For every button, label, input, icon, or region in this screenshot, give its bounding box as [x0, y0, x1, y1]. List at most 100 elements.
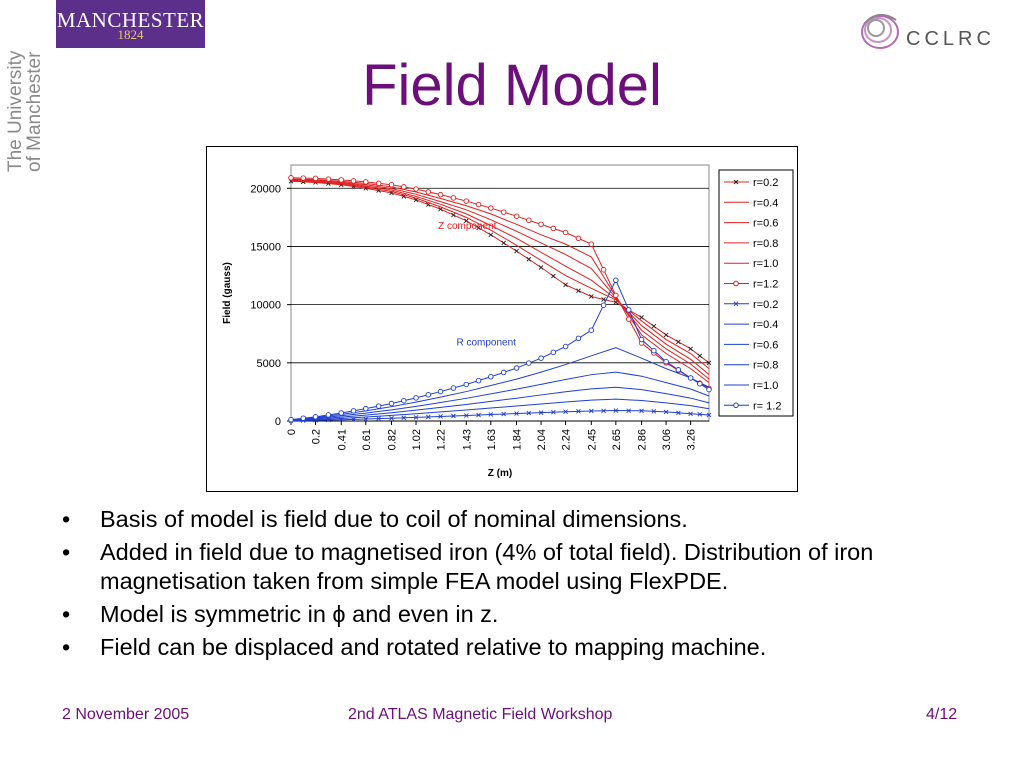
data-point: [526, 360, 532, 366]
data-point: [476, 225, 481, 231]
y-tick-label: 0: [275, 416, 281, 428]
cclrc-logo-text: CCLRC: [906, 28, 995, 50]
data-point: [651, 409, 657, 414]
bullet-item: • Added in field due to magnetised iron (…: [62, 538, 982, 596]
data-point: [562, 343, 569, 350]
data-point: [401, 397, 407, 404]
data-point: [538, 221, 544, 228]
data-point: [675, 367, 682, 373]
bullet-item: • Basis of model is field due to coil of …: [62, 505, 982, 534]
series-line: [290, 179, 710, 375]
data-point: [625, 316, 632, 322]
x-tick-label: 2.86: [637, 429, 649, 450]
legend-marker: [733, 280, 739, 287]
field-chart-svg: 0 5000 10000 15000 20000 0 0.2 0.41 0.61 0.82 1.02…: [222, 164, 794, 479]
data-point: [600, 302, 607, 308]
footer-page-number: 4/12: [926, 706, 958, 723]
bullet-mark: •: [62, 634, 71, 660]
bullet-list: • Basis of model is field due to coil of …: [62, 505, 982, 666]
x-tick-label: 1.63: [486, 429, 498, 450]
data-point: [363, 179, 369, 185]
data-point: [706, 386, 712, 393]
data-point: [526, 217, 532, 224]
data-point: [450, 385, 457, 391]
data-point: [697, 381, 703, 387]
legend-label: r=0.2: [753, 177, 778, 189]
data-point: [475, 377, 482, 384]
data-point: [589, 408, 594, 414]
data-point: [338, 410, 345, 416]
manchester-logo-name: MANCHESTER: [56, 8, 205, 32]
legend-label: r=0.6: [753, 218, 778, 230]
x-tick-label: 3.06: [661, 429, 673, 450]
data-point: [501, 411, 506, 417]
cclrc-swirl-icon: [861, 13, 899, 49]
bullet-text: Added in field due to magnetised iron (4…: [100, 539, 874, 594]
data-point: [563, 282, 568, 288]
data-point: [575, 235, 582, 242]
legend-marker: [733, 179, 739, 185]
data-point: [676, 339, 681, 345]
data-point: [488, 412, 494, 417]
data-point: [338, 177, 345, 183]
data-point: [300, 415, 307, 421]
footer-date: 2 November 2005: [62, 706, 190, 723]
data-point: [538, 410, 544, 415]
plot-area: [290, 164, 710, 422]
data-point: [463, 198, 470, 204]
cclrc-logo: CCLRC: [858, 6, 1008, 56]
data-point: [626, 408, 632, 413]
data-point: [350, 178, 357, 184]
data-point: [389, 415, 394, 421]
bullet-mark: •: [62, 601, 71, 627]
y-tick-label: 15000: [250, 241, 281, 253]
data-point: [463, 381, 470, 388]
data-point: [697, 412, 703, 417]
data-point: [687, 375, 694, 381]
data-point: [588, 241, 595, 247]
series-line: [290, 179, 710, 380]
manchester-logo: MANCHESTER 1824: [56, 0, 205, 48]
data-point: [388, 182, 395, 188]
legend-label: r=0.4: [753, 319, 778, 331]
data-point: [688, 411, 693, 417]
data-point: [676, 410, 681, 416]
data-point: [601, 297, 606, 302]
data-point: [312, 414, 319, 420]
data-point: [563, 409, 568, 415]
data-point: [425, 414, 431, 420]
chart-annotation: R component: [456, 337, 516, 348]
bullet-item: • Model is symmetric in ϕ and even in z.: [62, 600, 982, 629]
data-point: [706, 412, 712, 418]
x-tick-label: 2.65: [611, 429, 623, 450]
x-tick-label: 0.2: [311, 429, 323, 444]
series-line: [290, 398, 710, 422]
data-point: [663, 332, 669, 338]
legend-label: r=1.0: [753, 380, 778, 392]
data-point: [312, 175, 319, 182]
legend-label: r=0.6: [753, 339, 778, 351]
data-point: [688, 346, 693, 352]
x-tick-label: 2.45: [586, 429, 598, 450]
data-point: [551, 273, 556, 279]
y-tick-label: 5000: [257, 358, 281, 370]
bullet-mark: •: [62, 539, 71, 565]
data-point: [639, 315, 644, 320]
legend-label: r=0.8: [753, 238, 778, 250]
data-point: [625, 307, 632, 313]
data-point: [639, 408, 644, 414]
series-line: [290, 386, 710, 421]
bullet-text: Basis of model is field due to coil of n…: [100, 506, 688, 532]
data-point: [601, 408, 606, 414]
data-point: [651, 347, 657, 354]
x-tick-label: 1.84: [512, 429, 524, 450]
legend-label: r= 1.2: [753, 400, 781, 412]
data-point: [562, 229, 569, 236]
data-point: [550, 349, 557, 356]
data-point: [613, 277, 619, 283]
legend-box: [718, 169, 794, 417]
x-tick-label: 0.82: [387, 429, 399, 450]
data-point: [538, 355, 544, 361]
data-point: [500, 209, 507, 215]
legend-label: r=1.2: [753, 279, 778, 291]
